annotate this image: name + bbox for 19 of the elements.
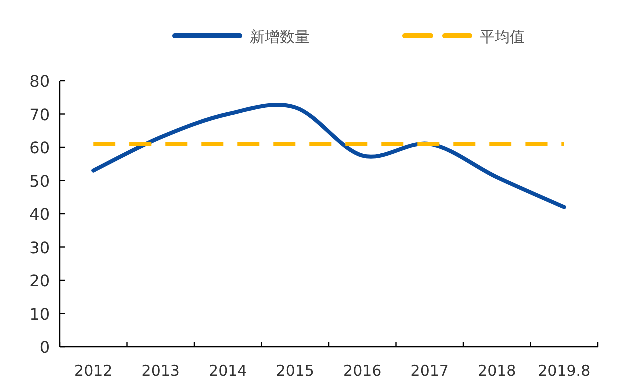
y-tick-label: 70 <box>30 105 50 124</box>
y-tick-label: 20 <box>30 272 50 290</box>
y-tick-label: 60 <box>30 138 50 158</box>
y-tick-label: 30 <box>30 238 50 258</box>
y-tick-label: 0 <box>40 338 50 357</box>
legend-label: 平均值 <box>480 28 525 46</box>
legend-label: 新增数量 <box>250 28 310 46</box>
x-tick-label: 2015 <box>276 362 314 380</box>
x-tick-label: 2014 <box>209 362 248 380</box>
x-tick-label: 2013 <box>142 362 180 380</box>
y-tick-label: 10 <box>30 304 50 324</box>
y-tick-label: 80 <box>30 72 50 91</box>
x-tick-label: 2019.8 <box>538 362 591 380</box>
x-tick-label: 2017 <box>410 362 449 380</box>
x-tick-label: 2012 <box>74 362 113 380</box>
x-tick-label: 2018 <box>478 362 516 380</box>
y-tick-label: 50 <box>30 172 50 191</box>
y-tick-label: 40 <box>30 205 50 224</box>
x-tick-label: 2016 <box>344 362 382 380</box>
